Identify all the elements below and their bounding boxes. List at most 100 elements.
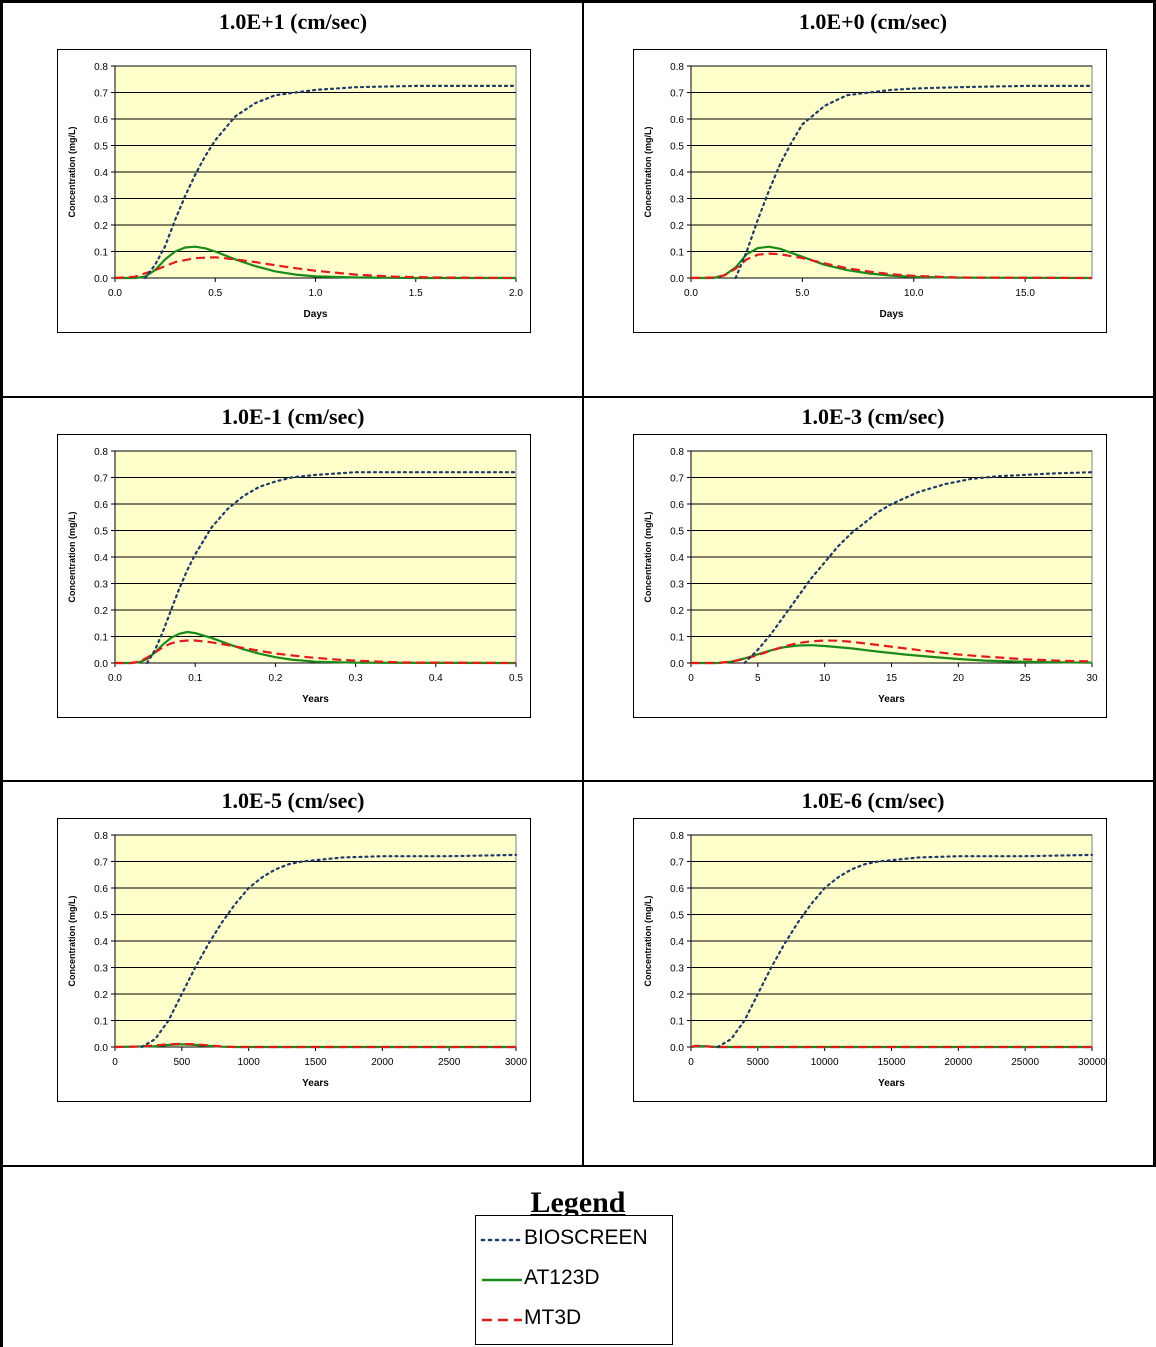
y-tick-label: 0.4: [94, 553, 108, 564]
x-axis-label: Years: [302, 694, 329, 705]
x-tick-label: 0.1: [188, 673, 202, 684]
x-tick-label: 5: [755, 673, 761, 684]
series-line-at123d: [115, 630, 517, 665]
series-line-bioscreen: [140, 853, 518, 1049]
y-tick-label: 0.2: [94, 990, 108, 1001]
y-tick-label: 0.3: [670, 580, 684, 591]
y-tick-label: 0.0: [94, 1043, 108, 1054]
chart-panel: 0.0 0.1 0.2 0.3 0.4 0.5 0.6 0.7 0.8 0 500 1000 1500 2…: [57, 818, 531, 1102]
series-line-at123d: [115, 245, 516, 280]
x-tick-label: 0.0: [108, 288, 122, 299]
series-line-mt3d: [691, 639, 1093, 665]
chart-title: 1.0E-6 (cm/sec): [801, 788, 945, 813]
x-tick-label: 1000: [238, 1057, 261, 1068]
x-tick-label: 30000: [1078, 1057, 1106, 1068]
series-line-mt3d: [690, 252, 1093, 280]
y-tick-label: 0.0: [670, 274, 684, 285]
legend-item-bioscreen: BIOSCREEN: [476, 1220, 672, 1260]
x-tick-label: 0.4: [429, 673, 443, 684]
y-tick-label: 0.7: [670, 858, 684, 869]
chart-cell-1: 1.0E+1 (cm/sec) 0.0 0.1 0.2 0.3 0.4 0.5 0.6 0.7…: [4, 3, 582, 396]
y-tick-label: 0.7: [94, 858, 108, 869]
legend-box: BIOSCREEN AT123D MT3D: [475, 1215, 673, 1345]
chart-cell-2: 1.0E+0 (cm/sec) 0.0 0.1 0.2 0.3 0.4 0.5 0.6 0.7…: [584, 3, 1156, 396]
x-tick-label: 5.0: [795, 288, 809, 299]
series-line-mt3d: [690, 1044, 1092, 1049]
y-tick-label: 0.4: [94, 168, 108, 179]
y-tick-label: 0.7: [670, 89, 684, 100]
x-tick-label: 25000: [1011, 1057, 1039, 1068]
y-tick-label: 0.1: [94, 1017, 108, 1028]
x-tick-label: 0.0: [684, 288, 698, 299]
y-tick-label: 0.3: [94, 195, 108, 206]
x-tick-label: 2000: [371, 1057, 394, 1068]
y-tick-label: 0.1: [94, 633, 108, 644]
legend-swatch-dotted: [480, 1238, 524, 1242]
legend-item-mt3d: MT3D: [476, 1300, 672, 1340]
y-tick-label: 0.8: [94, 62, 108, 73]
series-line-bioscreen: [716, 853, 1094, 1049]
chart-title: 1.0E-3 (cm/sec): [801, 404, 945, 429]
y-tick-label: 0.8: [670, 447, 684, 458]
x-axis-label: Years: [878, 1078, 905, 1089]
y-tick-label: 0.2: [94, 221, 108, 232]
table-divider-row3: [0, 1165, 1156, 1167]
y-tick-label: 0.1: [670, 633, 684, 644]
chart-cell-6: 1.0E-6 (cm/sec) 0.0 0.1 0.2 0.3 0.4 0.5 0.6 0.7…: [584, 782, 1156, 1165]
y-axis-label: Concentration (mg/L): [67, 896, 77, 987]
x-tick-label: 1.5: [409, 288, 423, 299]
chart-svg: 0.0 0.1 0.2 0.3 0.4 0.5 0.6 0.7 0.8 0 5000 10000 150…: [643, 831, 1106, 1089]
chart-panel: 0.0 0.1 0.2 0.3 0.4 0.5 0.6 0.7 0.8 0.0 5.0 10.0 15.…: [633, 49, 1107, 333]
y-tick-label: 0.5: [670, 142, 684, 153]
chart-cell-4: 1.0E-3 (cm/sec) 0.0 0.1 0.2 0.3 0.4 0.5 0.6 0.7…: [584, 398, 1156, 780]
y-tick-label: 0.6: [670, 500, 684, 511]
y-tick-label: 0.5: [94, 527, 108, 538]
y-tick-label: 0.7: [94, 474, 108, 485]
y-tick-label: 0.2: [94, 606, 108, 617]
x-tick-label: 500: [173, 1057, 190, 1068]
y-axis-label: Concentration (mg/L): [67, 512, 77, 603]
y-axis-label: Concentration (mg/L): [643, 127, 653, 218]
x-tick-label: 10: [819, 673, 831, 684]
y-axis-label: Concentration (mg/L): [643, 512, 653, 603]
series-line-mt3d: [114, 256, 517, 280]
y-tick-label: 0.6: [94, 115, 108, 126]
y-tick-label: 0.6: [94, 884, 108, 895]
x-tick-label: 10000: [811, 1057, 839, 1068]
y-tick-label: 0.4: [670, 168, 684, 179]
chart-cell-3: 1.0E-1 (cm/sec) 0.0 0.1 0.2 0.3 0.4 0.5 0.6 0.7…: [4, 398, 582, 780]
table-divider-row1: [0, 396, 1156, 398]
y-axis-label: Concentration (mg/L): [67, 127, 77, 218]
y-tick-label: 0.5: [94, 142, 108, 153]
x-tick-label: 3000: [505, 1057, 528, 1068]
x-tick-label: 1.0: [309, 288, 323, 299]
y-tick-label: 0.5: [670, 911, 684, 922]
x-tick-label: 0: [688, 1057, 694, 1068]
y-tick-label: 0.1: [670, 248, 684, 259]
y-tick-label: 0.4: [94, 937, 108, 948]
series-line-bioscreen: [145, 471, 518, 665]
chart-title: 1.0E+0 (cm/sec): [798, 9, 948, 34]
x-tick-label: 15000: [878, 1057, 906, 1068]
y-tick-label: 0.1: [670, 1017, 684, 1028]
y-tick-label: 0.3: [670, 195, 684, 206]
y-tick-label: 0.4: [670, 937, 684, 948]
series-line-mt3d: [115, 639, 517, 665]
chart-panel: 0.0 0.1 0.2 0.3 0.4 0.5 0.6 0.7 0.8 0.0 0.1 0.2 0.3 0…: [57, 434, 531, 718]
legend-label: BIOSCREEN: [524, 1226, 648, 1249]
y-tick-label: 0.2: [670, 221, 684, 232]
table-divider-row2: [0, 780, 1156, 782]
x-tick-label: 2500: [438, 1057, 461, 1068]
y-tick-label: 0.8: [670, 62, 684, 73]
y-tick-label: 0.7: [670, 474, 684, 485]
y-tick-label: 0.8: [670, 831, 684, 842]
x-tick-label: 2.0: [509, 288, 523, 299]
chart-svg: 0.0 0.1 0.2 0.3 0.4 0.5 0.6 0.7 0.8 0 5 10 15 20 25 30 Y…: [643, 447, 1098, 705]
chart-panel: 0.0 0.1 0.2 0.3 0.4 0.5 0.6 0.7 0.8 0.0 0.5 1.0 1.5 2…: [57, 49, 531, 333]
y-tick-label: 0.0: [670, 1043, 684, 1054]
x-tick-label: 1500: [304, 1057, 327, 1068]
y-axis-label: Concentration (mg/L): [643, 896, 653, 987]
chart-svg: 0.0 0.1 0.2 0.3 0.4 0.5 0.6 0.7 0.8 0 500 1000 1500 2…: [67, 831, 528, 1089]
legend-swatch-solid: [482, 1278, 522, 1282]
